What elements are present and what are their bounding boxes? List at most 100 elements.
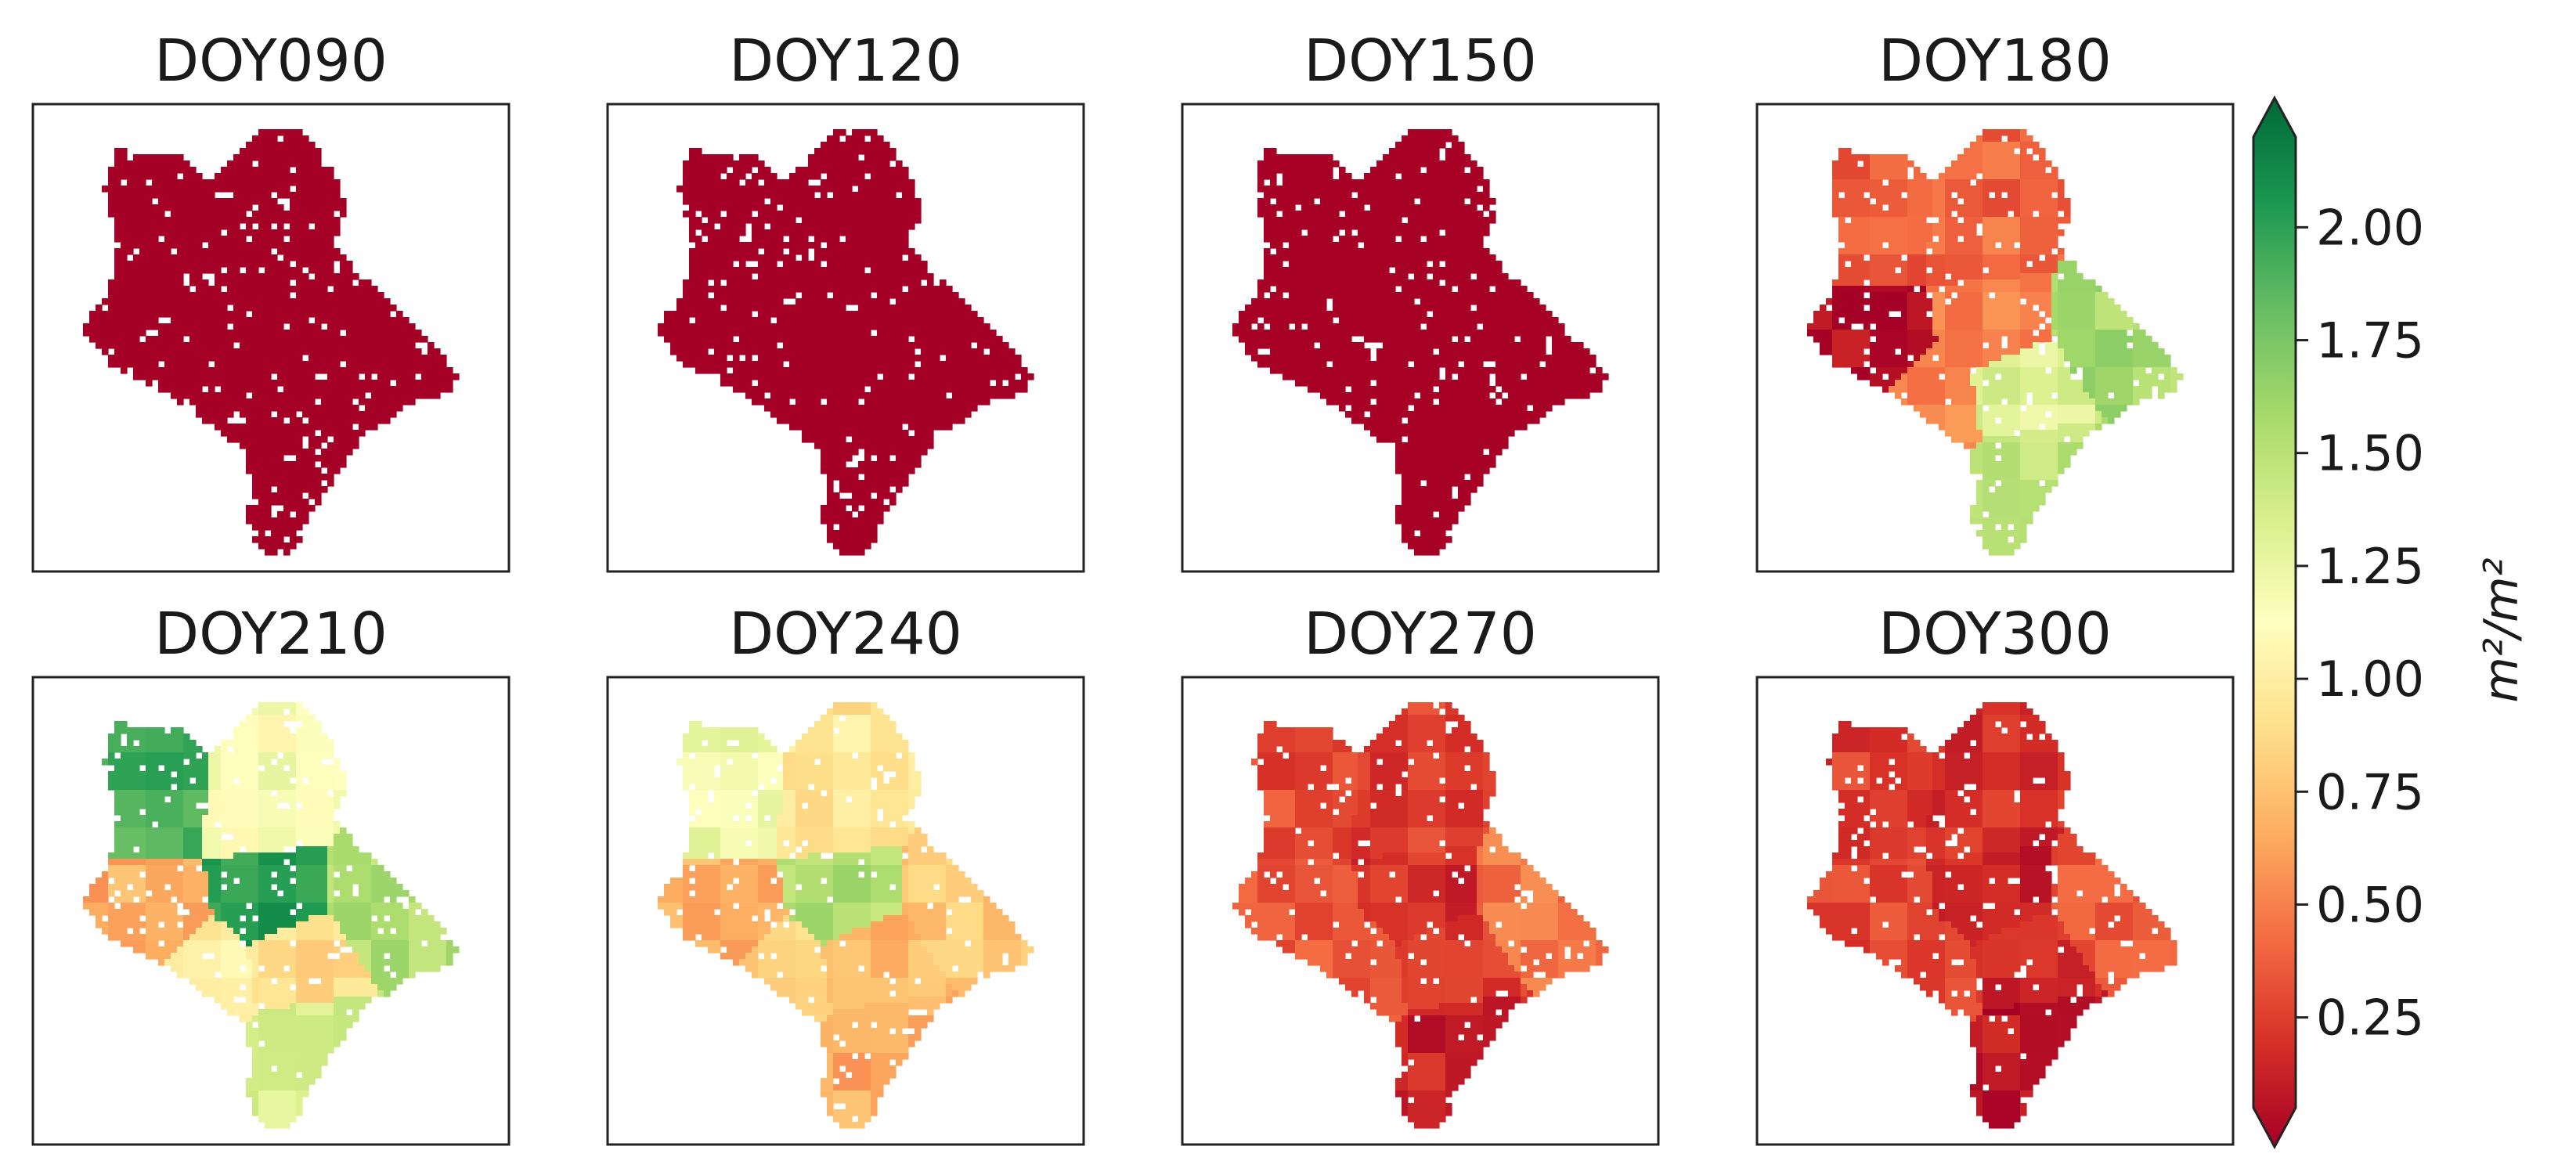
- map-cell: [764, 273, 771, 280]
- map-cell: [1521, 317, 1528, 324]
- map-cell: [720, 198, 727, 205]
- map-cell: [152, 160, 159, 168]
- map-cell: [371, 311, 378, 318]
- map-cell: [871, 211, 878, 218]
- map-cell: [839, 442, 846, 449]
- map-cell: [833, 186, 840, 193]
- map-cell: [833, 254, 840, 261]
- map-cell: [108, 279, 115, 287]
- map-cell: [676, 317, 684, 324]
- map-cell: [858, 211, 865, 218]
- map-cell: [839, 211, 846, 218]
- map-cell: [695, 204, 702, 211]
- map-cell: [727, 236, 734, 243]
- map-cell: [908, 311, 915, 318]
- map-cell: [127, 336, 134, 343]
- map-cell: [1445, 305, 1452, 312]
- map-cell: [240, 336, 247, 343]
- map-cell: [821, 424, 828, 431]
- map-cell: [1376, 167, 1384, 174]
- map-cell: [164, 179, 171, 186]
- map-cell: [302, 411, 309, 418]
- map-cell: [1408, 279, 1415, 287]
- map-cell: [221, 204, 228, 211]
- map-cell: [752, 173, 759, 180]
- map-cell: [808, 267, 815, 274]
- map-cell: [889, 198, 897, 205]
- map-cell: [246, 179, 253, 186]
- map-cell: [1270, 173, 1277, 180]
- map-cell: [808, 167, 815, 174]
- map-cell: [302, 236, 309, 243]
- map-cell: [802, 286, 809, 293]
- map-cell: [733, 186, 740, 193]
- map-cell: [1370, 211, 1377, 218]
- map-cell: [1358, 254, 1365, 261]
- map-cell: [246, 279, 253, 287]
- map-cell: [1301, 236, 1308, 243]
- map-cell: [827, 267, 834, 274]
- map-cell: [889, 267, 897, 274]
- map-cell: [915, 217, 922, 224]
- map-cell: [758, 273, 765, 280]
- map-cell: [871, 223, 878, 230]
- map-cell: [139, 373, 146, 380]
- map-cell: [1345, 267, 1352, 274]
- map-cell: [1301, 211, 1308, 218]
- map-cell: [296, 273, 303, 280]
- map-cell: [1283, 298, 1290, 305]
- map-cell: [908, 211, 915, 218]
- map-cell: [727, 204, 734, 211]
- map-cell: [1477, 305, 1484, 312]
- map-cell: [896, 242, 903, 249]
- map-cell: [258, 398, 265, 406]
- map-cell: [833, 167, 840, 174]
- map-cell: [1264, 261, 1271, 268]
- map-cell: [1308, 298, 1315, 305]
- map-cell: [114, 361, 121, 368]
- map-cell: [308, 492, 316, 499]
- map-cell: [902, 417, 909, 424]
- map-cell: [215, 323, 222, 330]
- map-cell: [839, 248, 846, 255]
- map-cell: [940, 279, 947, 287]
- map-cell: [283, 367, 290, 374]
- map-cell: [334, 254, 341, 261]
- map-cell: [127, 286, 134, 293]
- map-cell: [240, 217, 247, 224]
- map-cell: [971, 386, 978, 393]
- map-cell: [814, 361, 821, 368]
- map-cell: [702, 330, 709, 337]
- map-cell: [302, 192, 309, 199]
- map-cell: [271, 455, 278, 462]
- map-cell: [915, 305, 922, 312]
- map-cell: [889, 261, 897, 268]
- map-cell: [371, 386, 378, 393]
- map-cell: [977, 392, 984, 399]
- map-cell: [1414, 279, 1421, 287]
- map-cell: [952, 398, 959, 406]
- map-cell: [283, 511, 290, 518]
- map-cell: [202, 330, 209, 337]
- map-cell: [933, 361, 940, 368]
- map-cell: [814, 267, 821, 274]
- map-cell: [277, 536, 284, 543]
- map-cell: [390, 392, 397, 399]
- map-cell: [1370, 204, 1377, 211]
- map-cell: [915, 323, 922, 330]
- map-cell: [896, 386, 903, 393]
- map-cell: [871, 373, 878, 380]
- map-cell: [127, 298, 134, 305]
- map-cell: [764, 367, 771, 374]
- map-cell: [908, 179, 915, 186]
- map-cell: [308, 417, 316, 424]
- map-cell: [683, 298, 690, 305]
- map-cell: [1414, 142, 1421, 149]
- map-cell: [727, 248, 734, 255]
- map-cell: [752, 367, 759, 374]
- map-cell: [402, 355, 409, 362]
- map-cell: [265, 305, 272, 312]
- map-cell: [114, 229, 121, 236]
- map-cell: [821, 317, 828, 324]
